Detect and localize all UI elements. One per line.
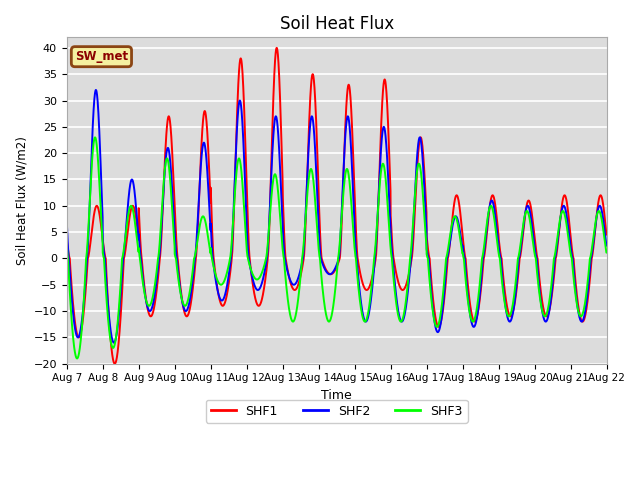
Legend: SHF1, SHF2, SHF3: SHF1, SHF2, SHF3 xyxy=(205,400,468,423)
Line: SHF1: SHF1 xyxy=(67,48,607,364)
SHF2 xyxy=(480,251,488,256)
SHF3 xyxy=(127,203,135,209)
SHF2 xyxy=(231,174,239,180)
Line: SHF3: SHF3 xyxy=(67,137,607,359)
SHF3 xyxy=(480,245,488,251)
SHF3 xyxy=(74,356,81,361)
SHF2 xyxy=(127,177,135,183)
Y-axis label: Soil Heat Flux (W/m2): Soil Heat Flux (W/m2) xyxy=(15,136,28,265)
SHF3 xyxy=(231,191,239,196)
SHF1 xyxy=(128,204,136,210)
Line: SHF2: SHF2 xyxy=(67,90,607,343)
SHF3 xyxy=(92,134,99,140)
SHF2 xyxy=(97,170,105,176)
SHF2 xyxy=(110,340,118,346)
SHF1 xyxy=(436,322,444,328)
SHF1 xyxy=(111,361,118,367)
SHF3 xyxy=(63,243,70,249)
SHF2 xyxy=(63,218,70,224)
SHF3 xyxy=(97,214,105,220)
SHF1 xyxy=(231,185,239,191)
SHF3 xyxy=(436,315,444,321)
SHF1 xyxy=(603,232,611,238)
SHF2 xyxy=(128,177,136,182)
Text: SW_met: SW_met xyxy=(75,50,128,63)
SHF1 xyxy=(480,255,488,261)
SHF2 xyxy=(603,243,611,249)
SHF1 xyxy=(97,221,105,227)
Title: Soil Heat Flux: Soil Heat Flux xyxy=(280,15,394,33)
SHF2 xyxy=(436,324,444,330)
SHF1 xyxy=(63,237,70,243)
SHF1 xyxy=(273,45,280,51)
SHF3 xyxy=(603,250,611,255)
SHF2 xyxy=(92,87,100,93)
SHF3 xyxy=(128,204,136,210)
SHF1 xyxy=(127,206,135,212)
X-axis label: Time: Time xyxy=(321,389,352,402)
